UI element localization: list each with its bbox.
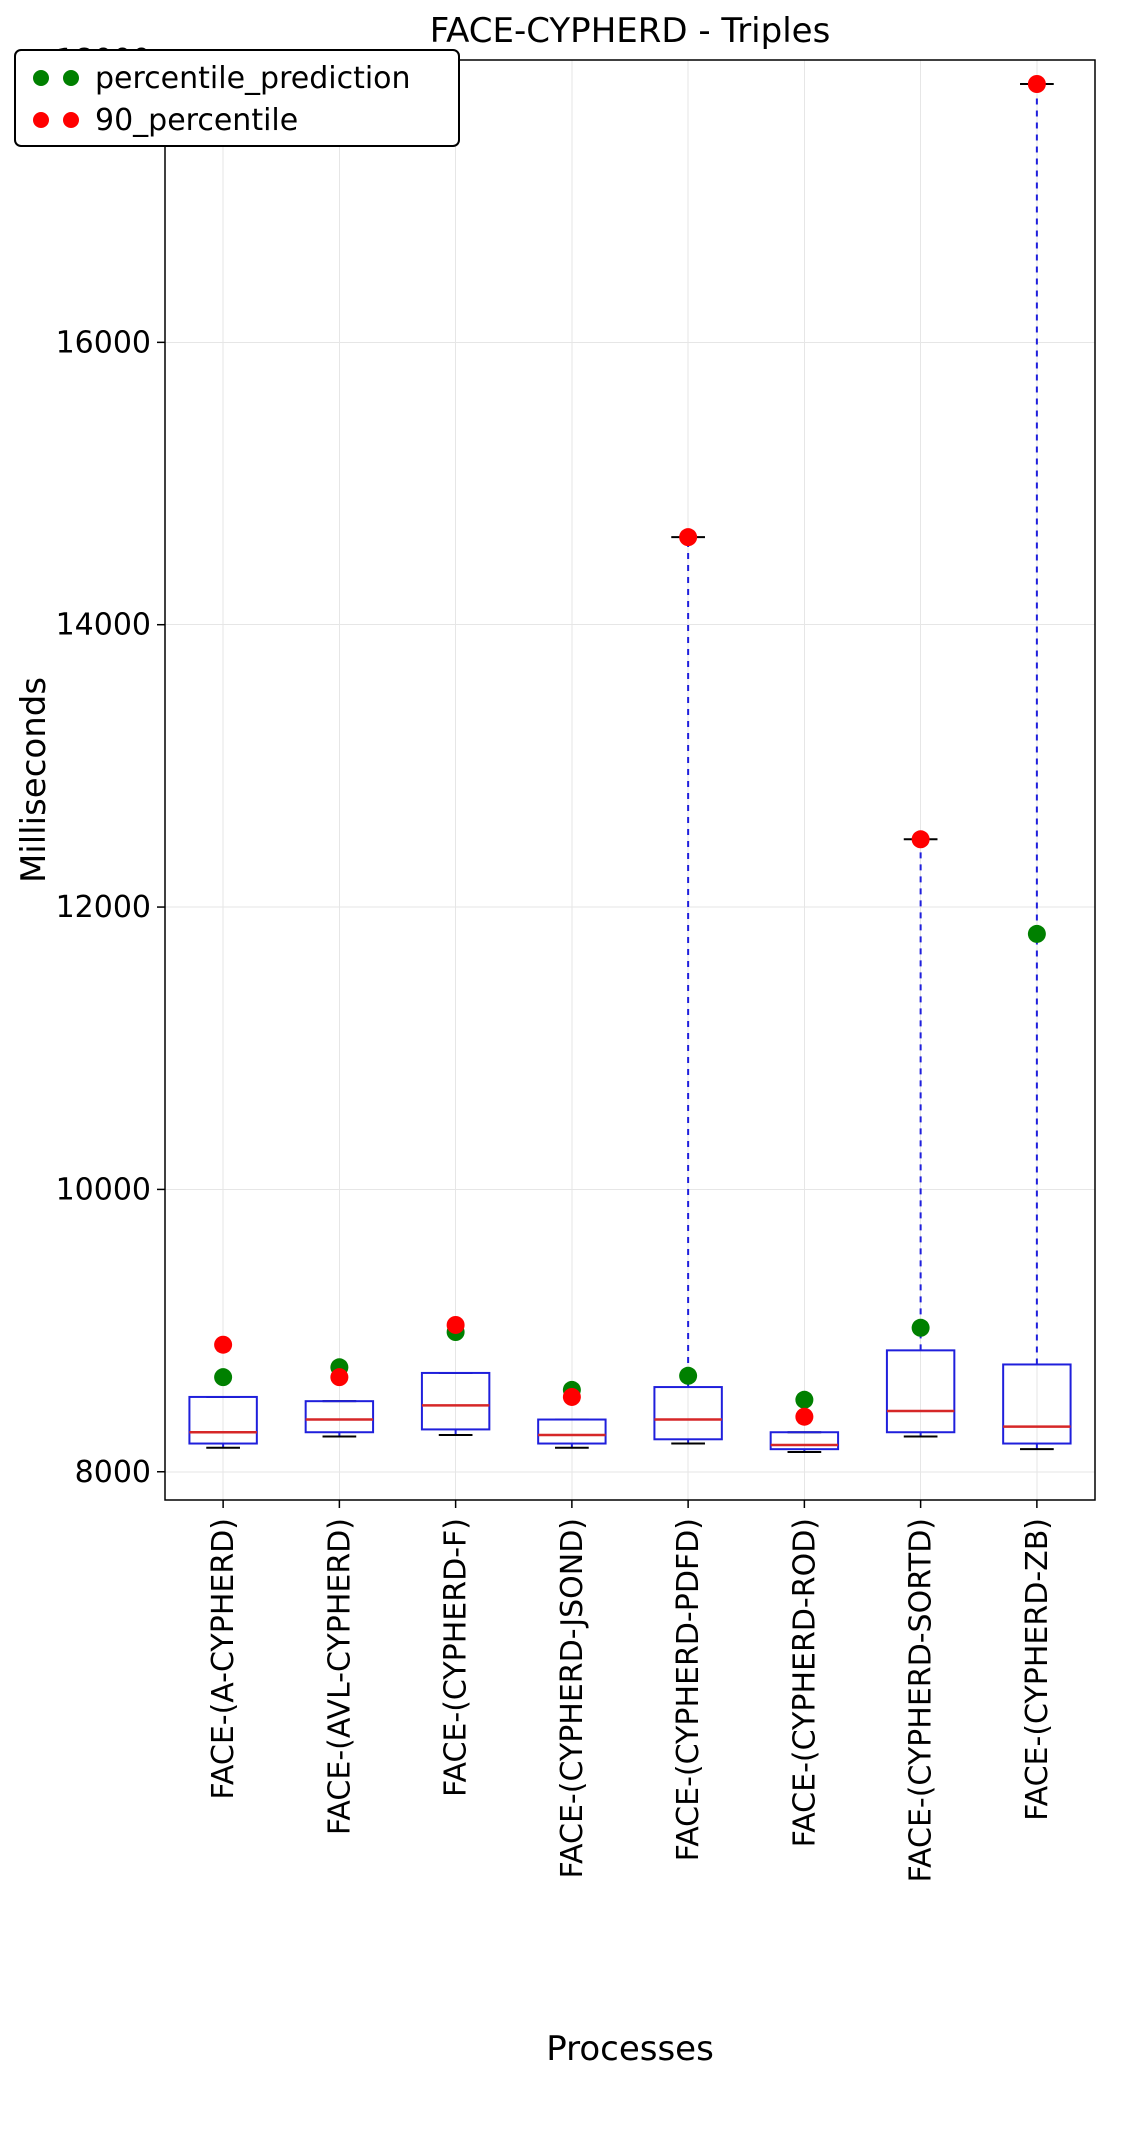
point-90_percentile — [679, 528, 697, 546]
point-90_percentile — [447, 1316, 465, 1334]
point-percentile_prediction — [912, 1319, 930, 1337]
point-90_percentile — [1028, 75, 1046, 93]
point-90_percentile — [795, 1408, 813, 1426]
point-percentile_prediction — [679, 1367, 697, 1385]
point-percentile_prediction — [214, 1368, 232, 1386]
legend: percentile_prediction 90_percentile — [15, 50, 459, 146]
chart-title: FACE-CYPHERD - Triples — [430, 11, 831, 51]
xtick-label: FACE-(CYPHERD-ROD) — [787, 1518, 822, 1847]
legend-label: percentile_prediction — [95, 61, 411, 96]
chart-container: 80001000012000140001600018000FACE-(A-CYP… — [0, 0, 1133, 2129]
xtick-label: FACE-(CYPHERD-JSOND) — [555, 1518, 590, 1878]
xtick-label: FACE-(A-CYPHERD) — [206, 1518, 241, 1800]
point-percentile_prediction — [795, 1391, 813, 1409]
ytick-label: 14000 — [56, 608, 151, 643]
point-percentile_prediction — [1028, 925, 1046, 943]
xtick-label: FACE-(CYPHERD-SORTD) — [904, 1518, 939, 1883]
ytick-label: 10000 — [56, 1172, 151, 1207]
xtick-label: FACE-(CYPHERD-ZB) — [1020, 1518, 1055, 1821]
x-axis-label: Processes — [546, 2029, 714, 2069]
xtick-label: FACE-(AVL-CYPHERD) — [322, 1518, 357, 1835]
xtick-label: FACE-(CYPHERD-F) — [439, 1518, 474, 1797]
y-axis-label: Milliseconds — [14, 677, 54, 883]
ytick-label: 8000 — [75, 1455, 151, 1490]
legend-label: 90_percentile — [95, 103, 298, 138]
ytick-label: 16000 — [56, 325, 151, 360]
point-90_percentile — [214, 1336, 232, 1354]
ytick-label: 12000 — [56, 890, 151, 925]
boxplot-chart: 80001000012000140001600018000FACE-(A-CYP… — [0, 0, 1133, 2129]
xtick-label: FACE-(CYPHERD-PDFD) — [671, 1518, 706, 1861]
point-90_percentile — [912, 830, 930, 848]
point-90_percentile — [563, 1388, 581, 1406]
point-90_percentile — [330, 1368, 348, 1386]
